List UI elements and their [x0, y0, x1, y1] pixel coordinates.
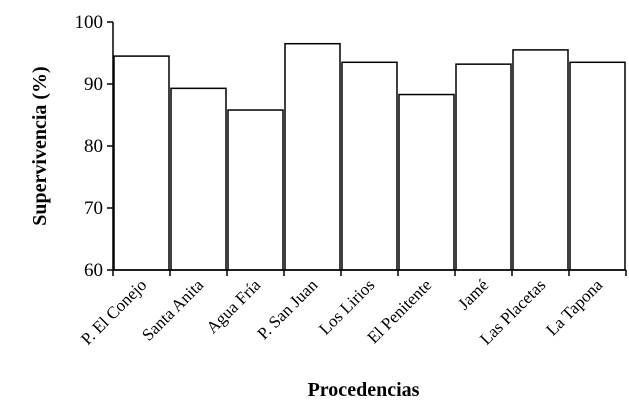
x-tick-label: P. San Juan [253, 275, 321, 343]
bars-group [113, 42, 626, 271]
y-tick-label: 80 [84, 136, 103, 157]
y-tick-labels: 60 70 80 90 100 [75, 12, 104, 281]
y-tick-label: 100 [75, 12, 104, 33]
bar-4 [284, 42, 341, 271]
bar-6 [398, 93, 455, 271]
x-tick-label: P. El Conejo [77, 275, 150, 348]
bar-9 [569, 61, 626, 271]
bar-7 [455, 63, 512, 271]
x-tick-label: Jamé [454, 275, 492, 313]
y-axis-title: Supervivencia (%) [29, 66, 51, 225]
y-tick-label: 70 [84, 198, 103, 219]
bar-5 [341, 61, 398, 271]
bar-3 [227, 109, 284, 271]
x-axis-title: Procedencias [308, 379, 420, 401]
y-tick-label: 60 [84, 260, 103, 281]
y-tick-label: 90 [84, 74, 103, 95]
bar-8 [512, 49, 569, 271]
x-tick-label: Santa Anita [138, 275, 208, 345]
axes-group [107, 21, 627, 276]
bar-1 [113, 55, 170, 271]
bar-2 [170, 87, 227, 271]
x-tick-label: La Tapona [542, 275, 606, 339]
